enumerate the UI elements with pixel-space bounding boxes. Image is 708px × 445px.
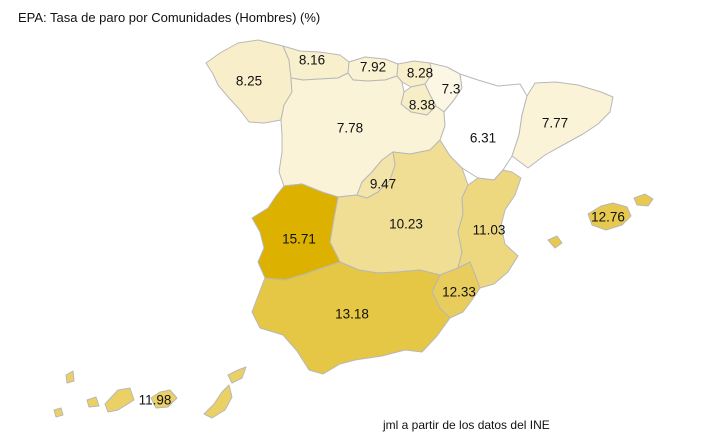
region-cataluna[interactable]: [511, 81, 614, 169]
value-label-canarias: 11.98: [139, 393, 172, 408]
value-label-valencia: 11.03: [473, 223, 506, 238]
value-label-murcia: 12.33: [442, 285, 476, 300]
map-title: EPA: Tasa de paro por Comunidades (Hombr…: [18, 10, 321, 25]
source-note: jml a partir de los datos del INE: [383, 418, 550, 432]
value-label-castilla-leon: 7.78: [337, 121, 363, 136]
value-label-pais-vasco: 8.28: [407, 66, 433, 81]
value-label-madrid: 9.47: [370, 177, 396, 192]
value-label-la-rioja: 8.38: [409, 98, 435, 113]
region-andalucia[interactable]: [251, 261, 451, 375]
value-label-aragon: 6.31: [470, 131, 496, 146]
region-valencia[interactable]: [457, 169, 522, 289]
region-canarias[interactable]: [53, 366, 247, 419]
value-label-cataluna: 7.77: [542, 116, 568, 131]
region-baleares[interactable]: [547, 193, 654, 249]
region-madrid[interactable]: [356, 151, 396, 199]
value-label-andalucia: 13.18: [335, 307, 369, 322]
value-label-asturias: 8.16: [299, 53, 325, 68]
value-label-extremadura: 15.71: [282, 232, 316, 247]
value-label-galicia: 8.25: [236, 74, 262, 89]
value-label-castilla-la-mancha: 10.23: [389, 217, 423, 232]
value-label-navarra: 7.3: [442, 82, 461, 97]
value-label-baleares: 12.76: [591, 210, 625, 225]
value-label-cantabria: 7.92: [360, 60, 386, 75]
